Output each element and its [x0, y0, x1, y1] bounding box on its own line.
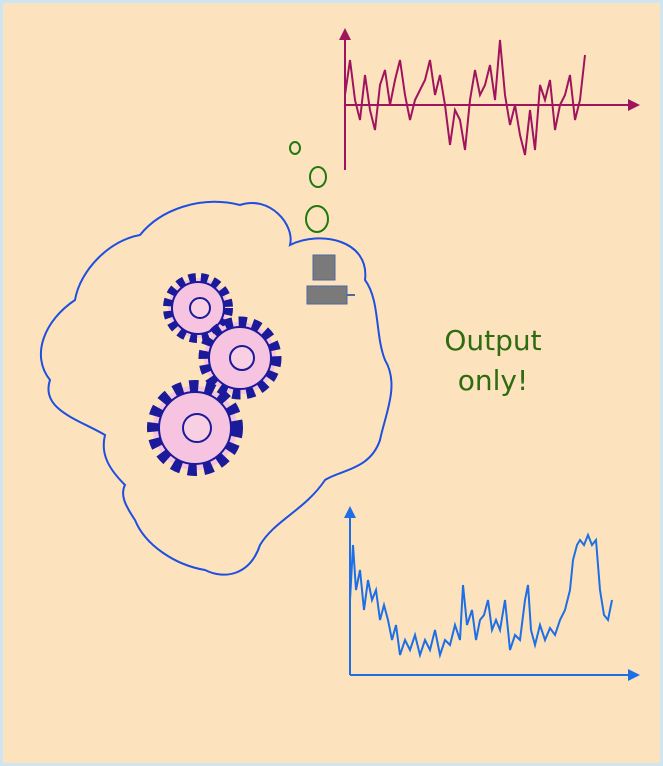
page: Output only! (() => { const data = JSON.… [0, 0, 663, 766]
background [2, 2, 662, 765]
diagram: Output only! [0, 0, 663, 766]
label-line: Output [444, 324, 541, 357]
label-line: only! [458, 364, 528, 397]
